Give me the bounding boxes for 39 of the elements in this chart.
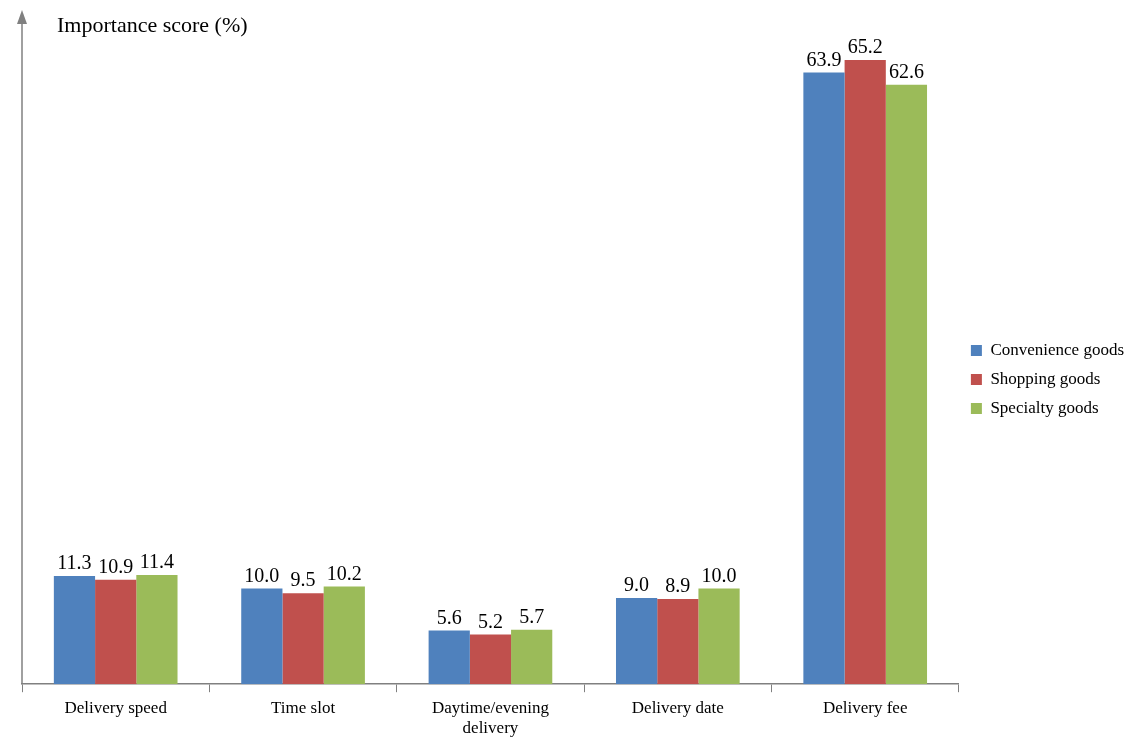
data-label: 5.6: [436, 605, 462, 628]
data-label: 10.9: [98, 555, 134, 578]
x-tick-label: Delivery speed: [64, 697, 168, 717]
data-label: 62.6: [888, 60, 924, 83]
bar: [136, 575, 178, 685]
y-axis-title: Importance score (%): [57, 11, 248, 37]
data-label: 5.7: [519, 604, 545, 627]
bar: [844, 59, 886, 685]
data-label: 10.2: [326, 561, 362, 584]
bar: [323, 586, 365, 685]
bar: [241, 588, 283, 685]
x-tick-label: Delivery fee: [822, 697, 908, 717]
legend-label: Specialty goods: [990, 397, 1099, 417]
legend-label: Convenience goods: [990, 339, 1124, 359]
bar: [615, 598, 658, 685]
bar: [428, 630, 470, 685]
x-tick-label: Time slot: [271, 697, 336, 717]
data-label: 8.9: [665, 574, 691, 597]
x-tick-label: Delivery date: [631, 697, 724, 717]
bar: [698, 588, 740, 685]
data-label: 9.0: [624, 573, 650, 596]
bar: [469, 634, 512, 685]
data-label: 5.2: [477, 609, 503, 632]
data-label: 65.2: [847, 35, 883, 58]
bar: [53, 576, 96, 685]
bar: [511, 629, 553, 685]
data-label: 11.3: [57, 551, 92, 574]
bar: [657, 598, 699, 685]
bar: [885, 84, 928, 685]
bar: [282, 593, 324, 685]
data-label: 10.0: [244, 563, 280, 586]
data-label: 9.5: [290, 568, 316, 591]
x-tick-label: Daytime/evening delivery: [431, 697, 550, 738]
data-label: 11.4: [139, 550, 175, 573]
legend-label: Shopping goods: [990, 368, 1101, 388]
bar: [95, 579, 137, 685]
data-label: 10.0: [701, 563, 737, 586]
bar: [803, 72, 845, 685]
data-label: 63.9: [806, 47, 842, 70]
